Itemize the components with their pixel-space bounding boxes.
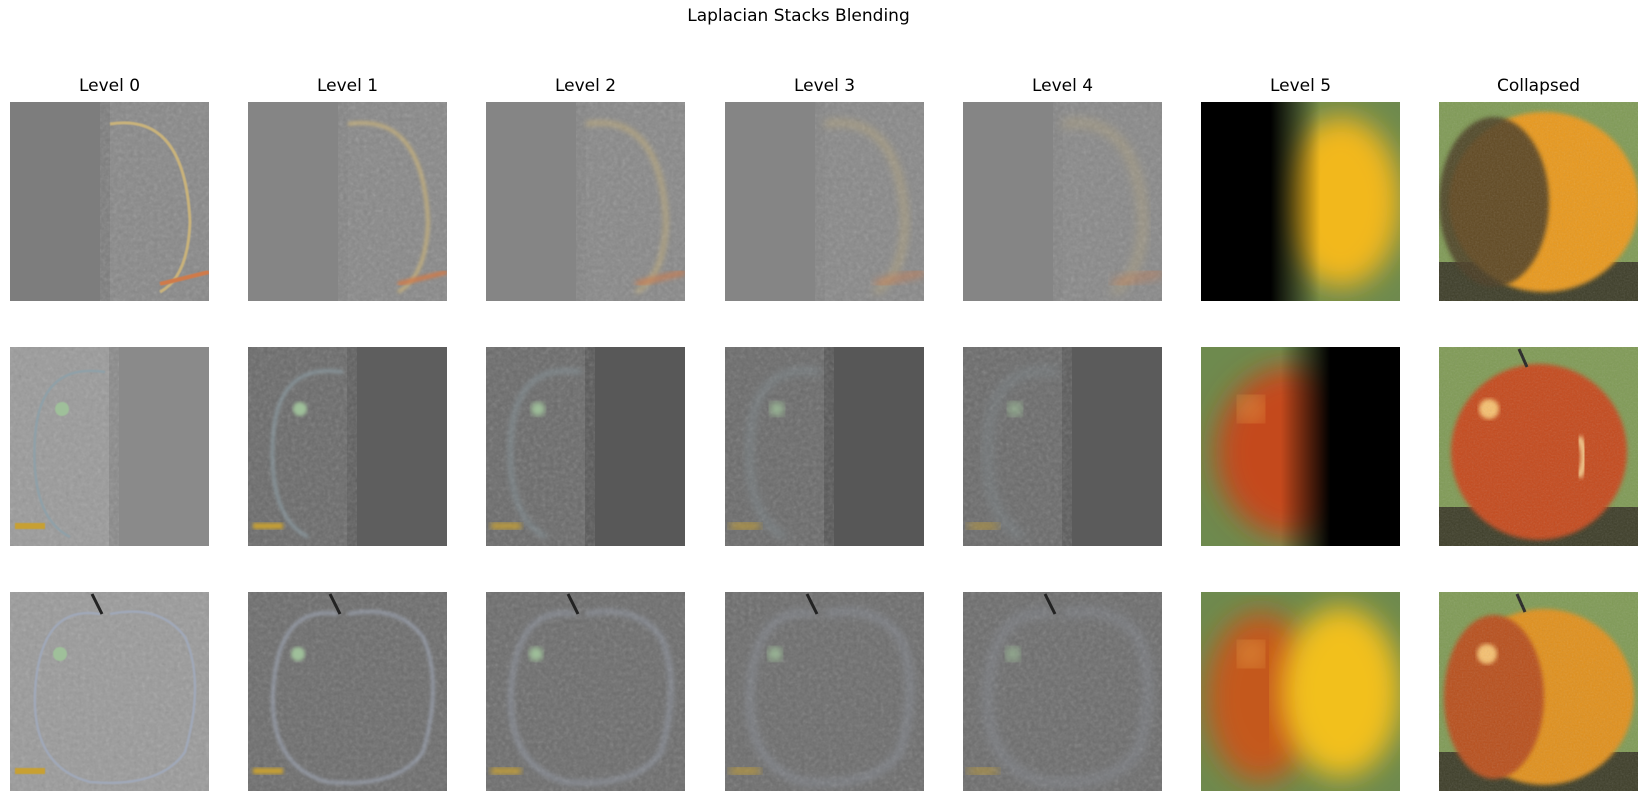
image-panel-blended-collapsed: [1439, 102, 1638, 301]
column-title-collapsed: Collapsed: [1496, 76, 1581, 96]
column-title-level-2: Level 2: [554, 76, 617, 96]
image-panel-blended-level-3: [725, 102, 924, 301]
image-panel-orange-apple-level-5: [1201, 592, 1400, 791]
image-panel-orange-apple-collapsed: [1439, 592, 1638, 791]
figure-title: Laplacian Stacks Blending: [687, 6, 910, 26]
image-panel-blended-level-4: [963, 102, 1162, 301]
image-panel-blended-level-1: [248, 102, 447, 301]
image-panel-orange-apple-level-1: [248, 592, 447, 791]
image-panel-apple-level-4: [963, 347, 1162, 546]
column-title-level-5: Level 5: [1269, 76, 1332, 96]
column-title-level-4: Level 4: [1031, 76, 1094, 96]
column-title-level-0: Level 0: [78, 76, 141, 96]
image-panel-orange-apple-level-2: [486, 592, 685, 791]
image-panel-apple-level-2: [486, 347, 685, 546]
column-title-level-1: Level 1: [316, 76, 379, 96]
image-panel-apple-level-5: [1201, 347, 1400, 546]
image-panel-blended-level-0: [10, 102, 209, 301]
image-panel-orange-apple-level-4: [963, 592, 1162, 791]
image-panel-apple-level-3: [725, 347, 924, 546]
image-panel-apple-collapsed: [1439, 347, 1638, 546]
image-panel-apple-level-0: [10, 347, 209, 546]
image-panel-orange-apple-level-0: [10, 592, 209, 791]
image-panel-orange-apple-level-3: [725, 592, 924, 791]
image-panel-blended-level-2: [486, 102, 685, 301]
image-panel-apple-level-1: [248, 347, 447, 546]
column-title-level-3: Level 3: [793, 76, 856, 96]
image-panel-blended-level-5: [1201, 102, 1400, 301]
